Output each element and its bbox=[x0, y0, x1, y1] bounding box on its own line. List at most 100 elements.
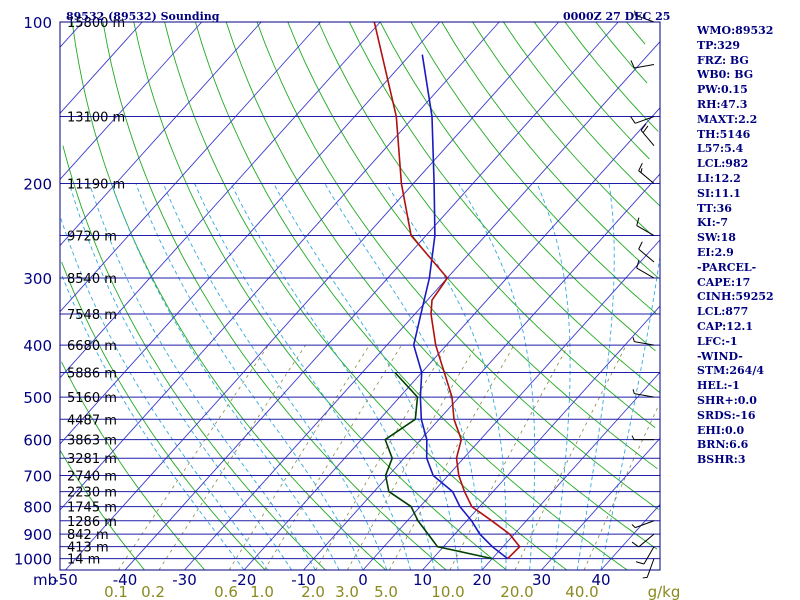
mixing-ratio-line bbox=[449, 344, 569, 571]
wind-barb-flag bbox=[634, 10, 636, 16]
pressure-tick-label: 200 bbox=[23, 176, 52, 194]
stat-item: TH:5146 bbox=[697, 127, 751, 141]
moist-adiabat bbox=[576, 183, 615, 571]
mixing-ratio-label: 0.2 bbox=[141, 583, 165, 600]
sounding-time: 0000Z 27 DEC 25 bbox=[563, 10, 671, 23]
height-label: 413 m bbox=[67, 541, 109, 556]
stat-item: RH:47.3 bbox=[697, 97, 748, 111]
stat-item: KI:-7 bbox=[697, 216, 728, 230]
height-label: 9720 m bbox=[67, 230, 117, 245]
dry-adiabat bbox=[503, 21, 661, 207]
stat-item: LCL:982 bbox=[697, 157, 749, 171]
dewpoint-line bbox=[384, 371, 493, 560]
temperature-tick-label: -20 bbox=[232, 571, 257, 589]
stat-item: WB0: BG bbox=[697, 68, 754, 82]
grid-lines bbox=[59, 21, 661, 571]
mixing-ratio-label: 5.0 bbox=[374, 583, 398, 600]
wind-barb-staff bbox=[636, 225, 655, 236]
temperature-tick-label: 0 bbox=[358, 571, 368, 589]
isobar-lines bbox=[60, 21, 660, 571]
stat-item: TP:329 bbox=[697, 38, 741, 52]
mixing-ratio-line bbox=[388, 344, 515, 571]
mixing-ratio-label: 10.0 bbox=[431, 583, 464, 600]
mixing-ratio-line bbox=[514, 344, 627, 571]
isotherm bbox=[600, 504, 661, 571]
mixing-ratio-line bbox=[228, 344, 370, 571]
station-title: 89532 (89532) Sounding bbox=[66, 10, 220, 23]
wind-barb-flag bbox=[631, 435, 635, 440]
pressure-tick-label: 400 bbox=[23, 337, 52, 355]
height-label: 1286 m bbox=[67, 515, 117, 530]
isotherm bbox=[303, 173, 661, 571]
wind-barb-staff bbox=[646, 558, 655, 578]
stat-item: HEL:-1 bbox=[697, 379, 740, 393]
pressure-tick-label: 1000 bbox=[14, 551, 52, 569]
dry-adiabat bbox=[472, 21, 653, 236]
wind-barb-flag bbox=[642, 576, 648, 579]
moist-adiabat bbox=[68, 183, 292, 571]
pressure-tick-label: 600 bbox=[23, 432, 52, 450]
temperature-tick-label: 40 bbox=[591, 571, 610, 589]
dry-adiabat bbox=[61, 261, 266, 571]
wind-barb-staff bbox=[635, 116, 655, 124]
isotherm bbox=[59, 21, 322, 312]
height-label: 4487 m bbox=[67, 413, 117, 428]
mixing-ratio-line bbox=[118, 344, 269, 571]
dry-adiabat bbox=[564, 21, 659, 132]
dry-adiabat bbox=[533, 21, 650, 160]
dry-adiabat bbox=[626, 21, 646, 45]
dry-adiabat bbox=[287, 21, 658, 470]
pressure-tick-label: 300 bbox=[23, 270, 52, 288]
mixing-ratio-label: 3.0 bbox=[335, 583, 359, 600]
pressure-tick-label: 500 bbox=[23, 389, 52, 407]
stat-item: CAP:12.1 bbox=[697, 319, 754, 333]
moist-adiabat bbox=[135, 183, 364, 571]
moist-adiabat bbox=[458, 183, 536, 571]
wind-barb-flag bbox=[642, 125, 649, 133]
wind-barb-staff bbox=[640, 130, 655, 146]
wind-barb-staff bbox=[643, 546, 655, 565]
wind-barb-flag bbox=[631, 541, 639, 548]
wind-barb-staff bbox=[635, 520, 655, 529]
dry-adiabat bbox=[595, 21, 648, 84]
mixing-ratio-label: 40.0 bbox=[565, 583, 598, 600]
dry-adiabat bbox=[441, 21, 659, 279]
stat-item: -PARCEL- bbox=[697, 260, 757, 274]
height-label: 2740 m bbox=[67, 470, 117, 485]
moist-adiabat bbox=[61, 273, 245, 571]
isotherm bbox=[59, 21, 143, 114]
pressure-tick-label: 800 bbox=[23, 499, 52, 517]
mixing-ratio-label: 20.0 bbox=[500, 583, 533, 600]
temperature-tick-label: 10 bbox=[413, 571, 432, 589]
mixing-ratio-label: 2.0 bbox=[301, 583, 325, 600]
height-label: 8540 m bbox=[67, 272, 117, 287]
wind-barb-flag bbox=[630, 116, 636, 124]
mixing-ratio-line bbox=[315, 344, 449, 571]
wind-barbs bbox=[630, 10, 655, 579]
stat-item: STM:264/4 bbox=[697, 364, 764, 378]
temperature-line bbox=[373, 21, 521, 560]
pressure-axis-label: mb bbox=[33, 571, 57, 589]
isotherm bbox=[59, 21, 84, 48]
height-label: 3281 m bbox=[67, 452, 117, 467]
moist-adiabat bbox=[59, 215, 269, 571]
mixing-ratio-label: 1.0 bbox=[250, 583, 274, 600]
dry-adiabat bbox=[410, 21, 657, 315]
pressure-tick-label: 900 bbox=[23, 526, 52, 544]
moist-adiabat bbox=[194, 183, 412, 571]
profile-lines bbox=[373, 21, 521, 560]
wind-barb-flag bbox=[638, 163, 643, 171]
wind-barb-flag bbox=[636, 217, 640, 226]
moist-adiabat bbox=[385, 183, 507, 570]
stat-item: L57:5.4 bbox=[697, 142, 744, 156]
wind-barb-flag bbox=[640, 168, 643, 173]
mixing-ratio-label: 0.1 bbox=[104, 583, 128, 600]
wind-barb-staff bbox=[634, 63, 655, 69]
stat-item: LFC:-1 bbox=[697, 334, 738, 348]
stat-item: FRZ: BG bbox=[697, 53, 749, 67]
dry-adiabat bbox=[348, 21, 660, 393]
stat-item: LCL:877 bbox=[697, 305, 749, 319]
moist-adiabat bbox=[162, 183, 388, 571]
